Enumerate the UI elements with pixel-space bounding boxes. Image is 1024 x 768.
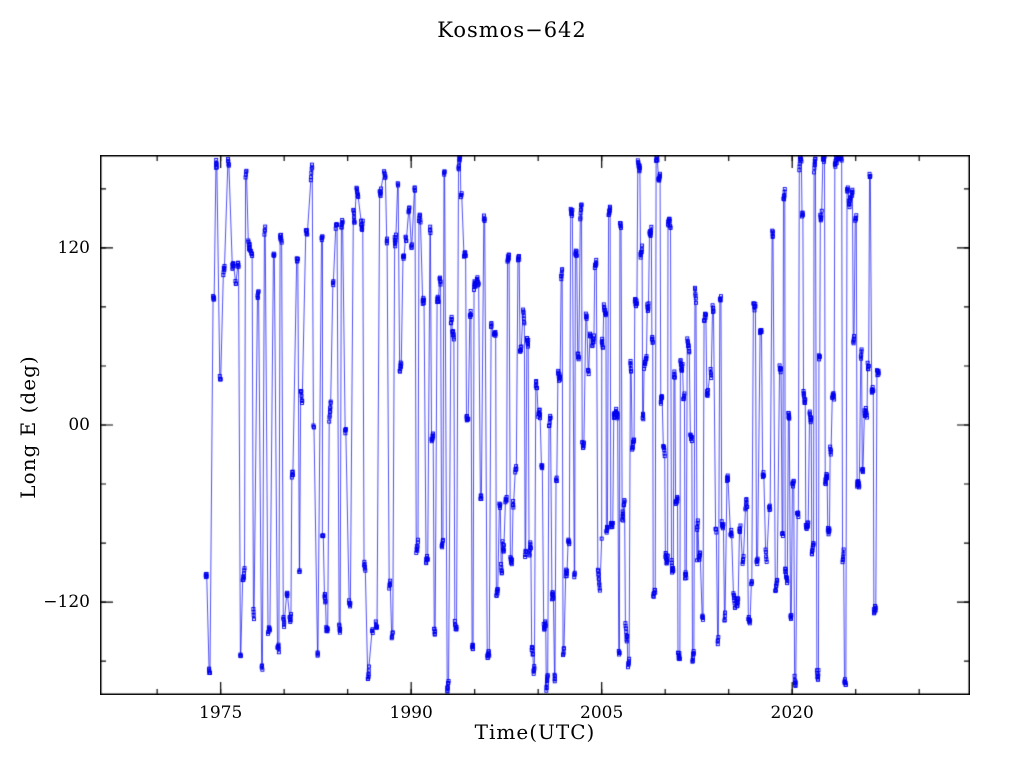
y-tick-label: 00 [68, 415, 90, 435]
x-tick-label: 2005 [580, 703, 624, 723]
x-tick-label: 1990 [389, 703, 433, 723]
y-tick-label: −120 [43, 592, 90, 613]
x-tick-label: 2020 [770, 703, 814, 723]
chart-title: Kosmos−642 [437, 18, 587, 42]
x-axis-label: Time(UTC) [474, 720, 596, 744]
y-tick-label: 120 [57, 237, 90, 258]
x-tick-label: 1975 [199, 703, 243, 723]
plot-canvas [100, 155, 970, 695]
